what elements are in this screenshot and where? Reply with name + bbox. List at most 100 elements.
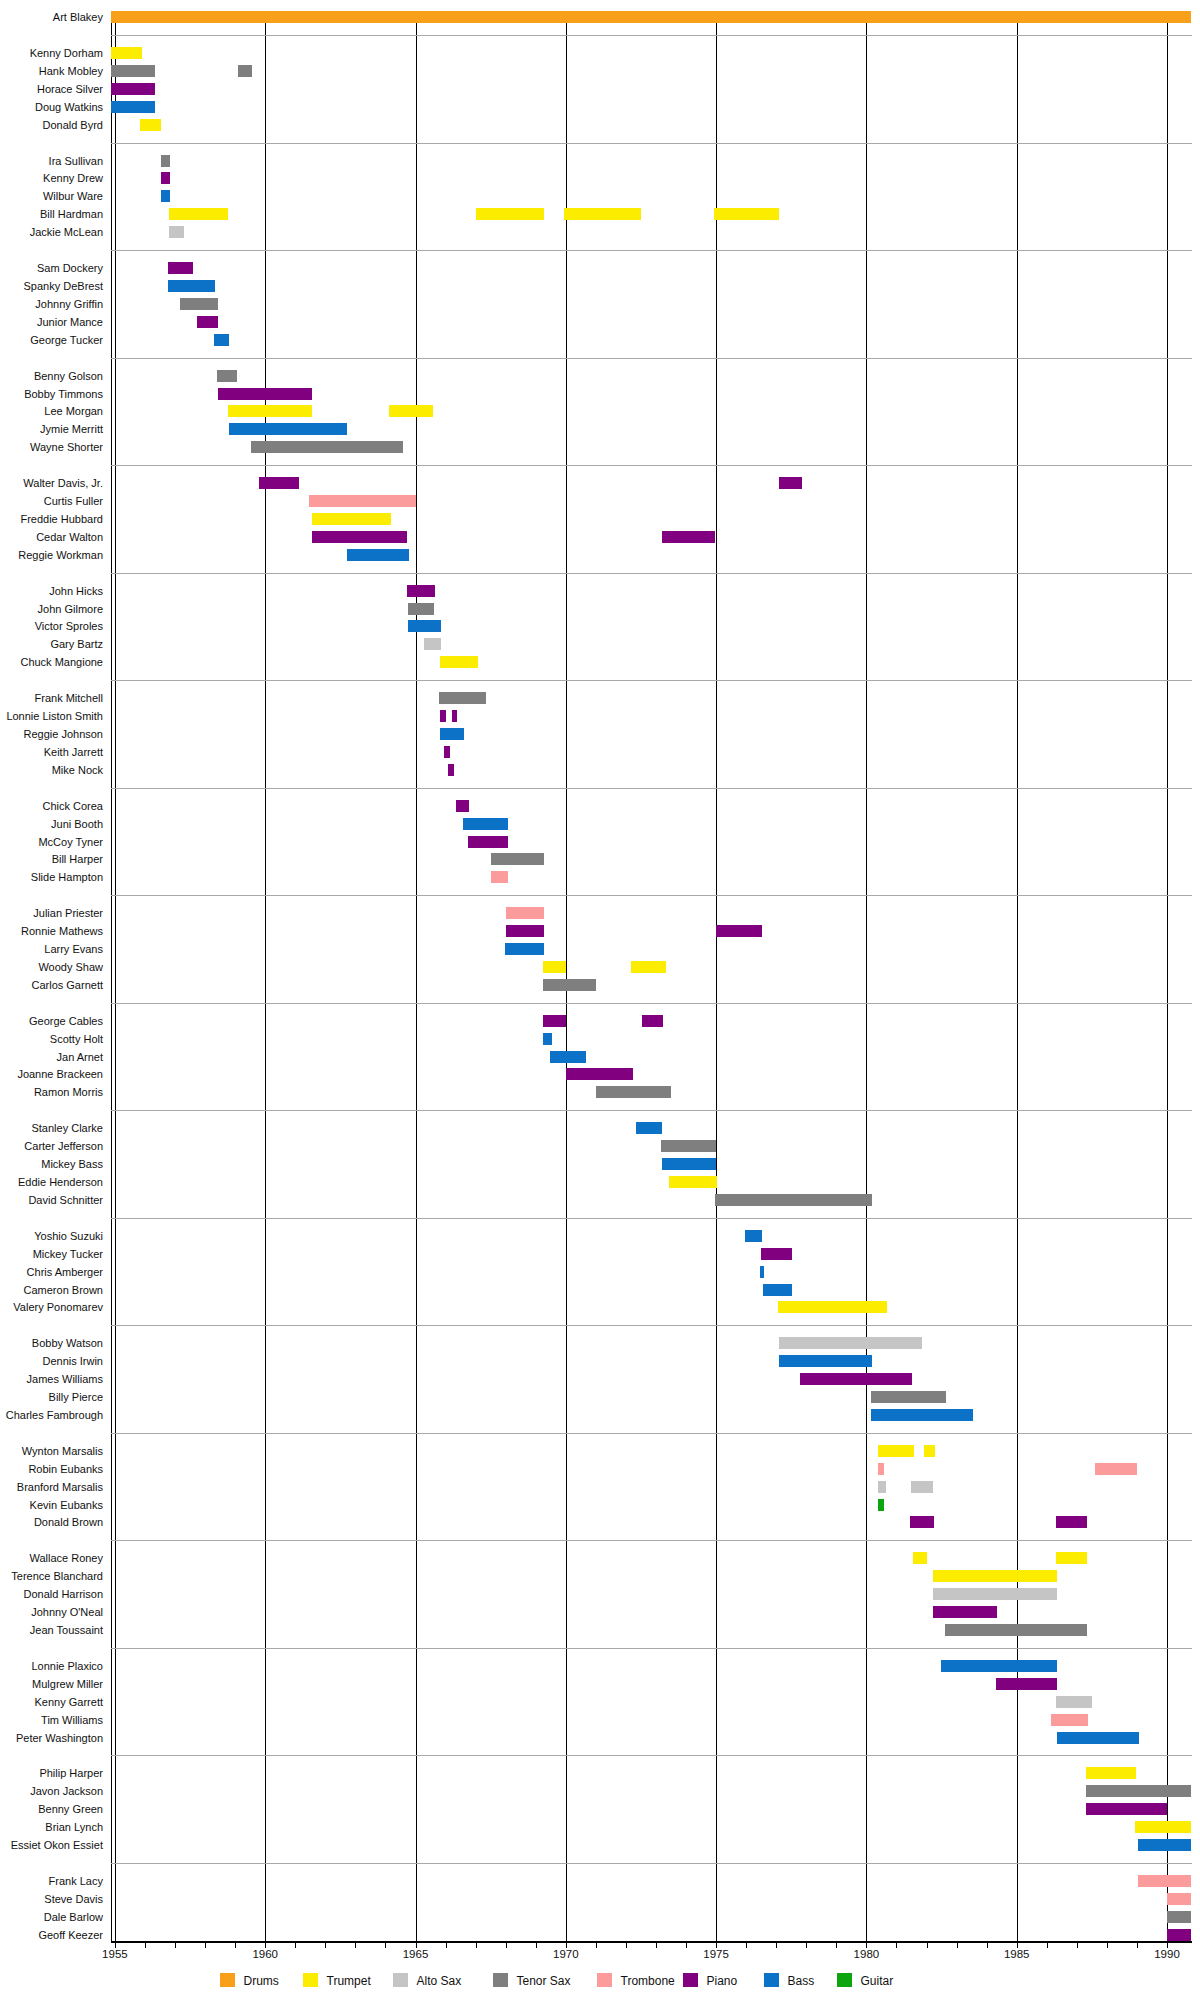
member-bar-trombone — [491, 871, 509, 883]
member-label: Reggie Workman — [0, 549, 103, 561]
member-bar-trombone — [1138, 1875, 1191, 1887]
member-label: Eddie Henderson — [0, 1176, 103, 1188]
member-label: Benny Green — [0, 1803, 103, 1815]
group-separator — [111, 1325, 1193, 1326]
member-label: Walter Davis, Jr. — [0, 477, 103, 489]
member-bar-alto — [424, 638, 441, 650]
member-bar-tenor — [217, 370, 236, 382]
legend-swatch-tenor — [493, 1973, 508, 1988]
member-label: Jymie Merritt — [0, 423, 103, 435]
legend-label: Trombone — [621, 1974, 675, 1988]
member-bar-piano — [1167, 1929, 1191, 1941]
member-bar-trumpet — [714, 208, 779, 220]
member-bar-bass — [214, 334, 229, 346]
member-label: Wynton Marsalis — [0, 1445, 103, 1457]
member-label: Chuck Mangione — [0, 656, 103, 668]
group-separator — [111, 788, 1193, 789]
member-bar-tenor — [715, 1194, 872, 1206]
member-label: Jackie McLean — [0, 226, 103, 238]
year-gridline — [265, 11, 266, 1948]
time-axis-line — [111, 1941, 1193, 1943]
member-bar-bass — [505, 943, 544, 955]
member-bar-bass — [463, 818, 508, 830]
member-label: Kenny Garrett — [0, 1696, 103, 1708]
member-bar-tenor — [945, 1624, 1087, 1636]
member-label: Jan Arnet — [0, 1051, 103, 1063]
member-label: Billy Pierce — [0, 1391, 103, 1403]
member-bar-piano — [111, 83, 155, 95]
member-label: Branford Marsalis — [0, 1481, 103, 1493]
member-bar-tenor — [408, 603, 434, 615]
legend-swatch-trumpet — [303, 1973, 318, 1988]
member-bar-tenor — [543, 979, 596, 991]
member-bar-bass — [779, 1355, 872, 1367]
member-bar-piano — [800, 1373, 912, 1385]
member-bar-trumpet — [933, 1570, 1057, 1582]
member-label: Slide Hampton — [0, 871, 103, 883]
member-bar-tenor — [111, 65, 155, 77]
member-label: McCoy Tyner — [0, 836, 103, 848]
member-label: Kenny Drew — [0, 172, 103, 184]
member-bar-tenor — [251, 441, 403, 453]
member-label: Sam Dockery — [0, 262, 103, 274]
member-bar-tenor — [180, 298, 218, 310]
member-bar-trumpet — [1135, 1821, 1191, 1833]
member-label: Curtis Fuller — [0, 495, 103, 507]
member-label: Frank Lacy — [0, 1875, 103, 1887]
member-bar-trumpet — [169, 208, 228, 220]
member-bar-bass — [1057, 1732, 1140, 1744]
member-label: George Cables — [0, 1015, 103, 1027]
member-label: Johnny O'Neal — [0, 1606, 103, 1618]
member-label: Scotty Holt — [0, 1033, 103, 1045]
member-label: Johnny Griffin — [0, 298, 103, 310]
member-bar-bass — [543, 1033, 552, 1045]
group-separator — [111, 1863, 1193, 1864]
member-label: Jean Toussaint — [0, 1624, 103, 1636]
member-label: Dale Barlow — [0, 1911, 103, 1923]
group-separator — [111, 1540, 1193, 1541]
member-label: Benny Golson — [0, 370, 103, 382]
member-label: Victor Sproles — [0, 620, 103, 632]
year-gridline — [866, 11, 867, 1948]
member-bar-trumpet — [631, 961, 666, 973]
member-label: Bill Harper — [0, 853, 103, 865]
member-label: Gary Bartz — [0, 638, 103, 650]
group-separator — [111, 143, 1193, 144]
member-bar-piano — [312, 531, 407, 543]
member-label: Doug Watkins — [0, 101, 103, 113]
member-bar-piano — [1056, 1516, 1087, 1528]
legend-swatch-guitar — [837, 1973, 852, 1988]
member-label: Javon Jackson — [0, 1785, 103, 1797]
axis-tick-label: 1990 — [1154, 1948, 1180, 1960]
axis-tick-label: 1955 — [102, 1948, 128, 1960]
member-bar-alto — [1056, 1696, 1093, 1708]
member-label: Woody Shaw — [0, 961, 103, 973]
member-bar-bass — [871, 1409, 973, 1421]
group-separator — [111, 1003, 1193, 1004]
member-bar-tenor — [1086, 1785, 1191, 1797]
member-label: Dennis Irwin — [0, 1355, 103, 1367]
member-label: Wilbur Ware — [0, 190, 103, 202]
legend-label: Piano — [707, 1974, 738, 1988]
member-bar-trumpet — [111, 47, 142, 59]
member-bar-piano — [761, 1248, 793, 1260]
member-label: Donald Brown — [0, 1516, 103, 1528]
plot-left-border — [111, 11, 112, 1941]
member-label: Joanne Brackeen — [0, 1068, 103, 1080]
member-label: Bobby Watson — [0, 1337, 103, 1349]
member-label: Juni Booth — [0, 818, 103, 830]
member-bar-alto — [169, 226, 184, 238]
member-bar-piano — [468, 836, 508, 848]
member-bar-piano — [448, 764, 454, 776]
member-label: Terence Blanchard — [0, 1570, 103, 1582]
group-separator — [111, 35, 1193, 36]
member-label: Freddie Hubbard — [0, 513, 103, 525]
axis-tick-label: 1960 — [252, 1948, 278, 1960]
member-bar-trumpet — [476, 208, 545, 220]
member-bar-bass — [636, 1122, 662, 1134]
member-bar-piano — [933, 1606, 997, 1618]
member-bar-trumpet — [564, 208, 641, 220]
year-gridline — [416, 11, 417, 1948]
group-separator — [111, 895, 1193, 896]
member-label: Art Blakey — [0, 11, 103, 23]
